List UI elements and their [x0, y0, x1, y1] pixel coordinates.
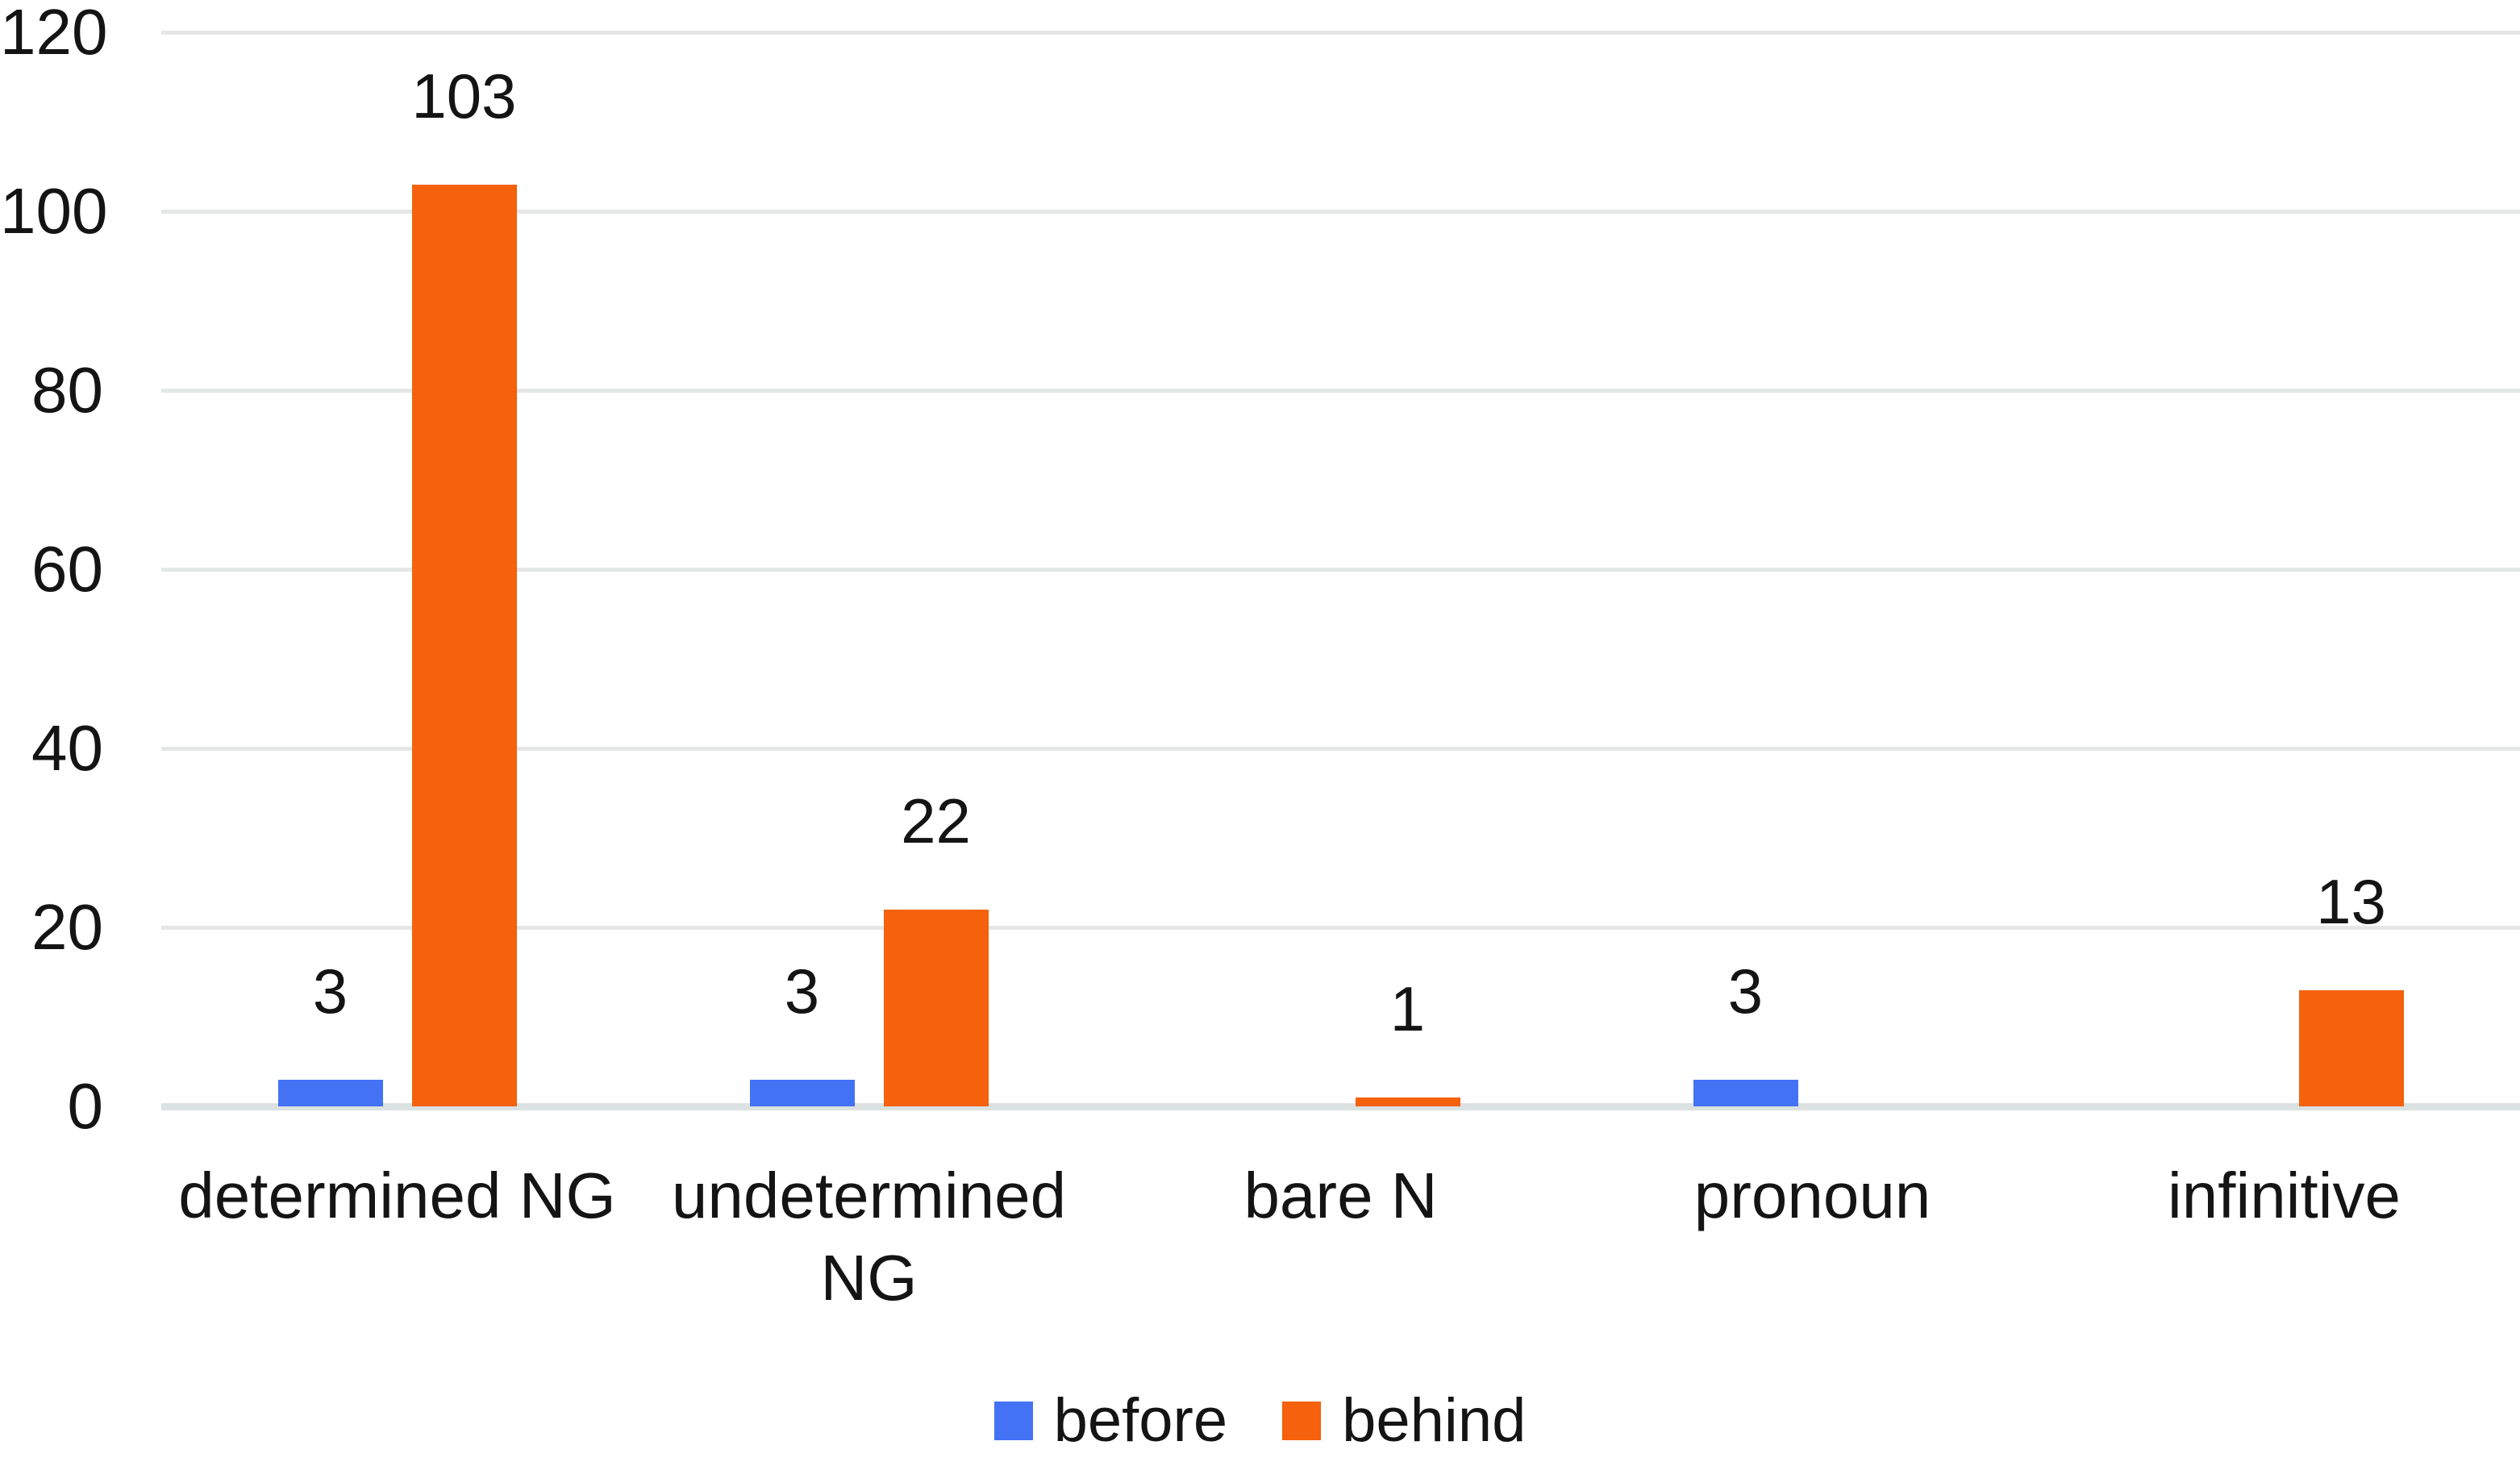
legend-item-before: before	[993, 1385, 1228, 1457]
y-axis-tick-label: 80	[31, 354, 103, 426]
gridline	[161, 567, 2520, 572]
gridline	[161, 746, 2520, 751]
data-label-behind-infinitive: 13	[2316, 865, 2386, 937]
y-axis-tick-label: 20	[31, 891, 103, 963]
data-label-behind-undetermined-NG: 22	[901, 785, 971, 856]
data-label-before-pronoun: 3	[1727, 955, 1764, 1027]
category-label-line: bare N	[1243, 1160, 1438, 1231]
data-label-before-undetermined-NG: 3	[784, 955, 820, 1027]
legend-swatch-behind	[1282, 1402, 1322, 1440]
legend-label-before: before	[1053, 1386, 1228, 1455]
legend-label-behind: behind	[1342, 1386, 1527, 1455]
bar-behind-infinitive	[2298, 989, 2404, 1106]
category-label-line: infinitive	[2167, 1160, 2401, 1231]
gridline	[161, 925, 2520, 930]
data-label-behind-bare-N: 1	[1389, 973, 1426, 1044]
category-label-line: undetermined	[671, 1160, 1067, 1231]
gridline	[161, 30, 2520, 35]
legend-swatch-before	[993, 1402, 1033, 1440]
bar-before-determined-NG	[277, 1079, 383, 1106]
gridline	[161, 388, 2520, 393]
data-label-before-determined-NG: 3	[312, 955, 348, 1027]
x-axis-line	[161, 1102, 2520, 1110]
y-axis-tick-label: 120	[0, 0, 108, 68]
bar-before-pronoun	[1693, 1079, 1798, 1106]
category-label-line: NG	[820, 1242, 918, 1314]
data-label-behind-determined-NG: 103	[411, 60, 517, 131]
x-axis-category-label-undetermined-NG: undetermined NG	[635, 1155, 1103, 1319]
x-axis-category-label-bare-N: bare N	[1107, 1155, 1575, 1237]
category-label-line: determined NG	[178, 1160, 616, 1231]
bar-behind-determined-NG	[411, 184, 517, 1106]
y-axis-tick-label: 60	[31, 533, 103, 605]
bar-behind-undetermined-NG	[883, 909, 989, 1106]
legend-item-behind: behind	[1282, 1385, 1526, 1457]
x-axis-category-label-pronoun: pronoun	[1579, 1155, 2047, 1237]
y-axis-tick-label: 0	[67, 1070, 104, 1142]
chart-legend: before behind	[0, 1381, 2520, 1461]
gridline	[161, 209, 2520, 214]
bar-before-undetermined-NG	[749, 1079, 855, 1106]
y-axis-tick-label: 100	[0, 175, 108, 247]
x-axis-category-label-infinitive: infinitive	[2051, 1155, 2518, 1237]
y-axis-tick-label: 40	[31, 712, 103, 784]
bar-behind-bare-N	[1355, 1097, 1460, 1106]
category-label-line: pronoun	[1693, 1160, 1931, 1231]
x-axis-category-label-determined-NG: determined NG	[164, 1155, 631, 1237]
